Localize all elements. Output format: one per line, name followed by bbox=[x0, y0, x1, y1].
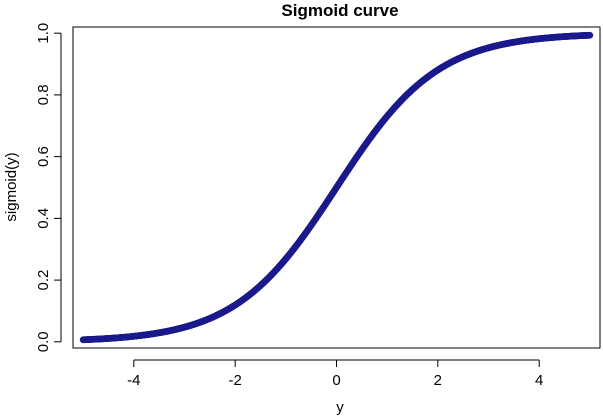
data-points bbox=[79, 31, 594, 344]
x-axis: -4 -2 0 2 4 bbox=[127, 359, 543, 389]
y-tick-label: 0.8 bbox=[35, 84, 52, 105]
y-tick-label: 0.0 bbox=[35, 331, 52, 352]
y-tick-label: 0.4 bbox=[35, 208, 52, 229]
y-tick-label: 1.0 bbox=[35, 23, 52, 44]
y-tick-label: 0.2 bbox=[35, 270, 52, 291]
x-axis-label: y bbox=[336, 399, 344, 416]
y-tick-label: 0.6 bbox=[35, 146, 52, 167]
x-tick-label: 4 bbox=[535, 372, 543, 389]
chart-title: Sigmoid curve bbox=[281, 1, 398, 20]
plot-area-box bbox=[72, 26, 601, 349]
x-tick-label: 2 bbox=[434, 372, 442, 389]
x-tick-label: -2 bbox=[228, 372, 241, 389]
y-axis: 0.0 0.2 0.4 0.6 0.8 1.0 bbox=[35, 23, 62, 352]
data-point bbox=[586, 31, 594, 39]
y-axis-label: sigmoid(y) bbox=[3, 152, 20, 221]
x-tick-label: -4 bbox=[127, 372, 140, 389]
x-tick-label: 0 bbox=[332, 372, 340, 389]
